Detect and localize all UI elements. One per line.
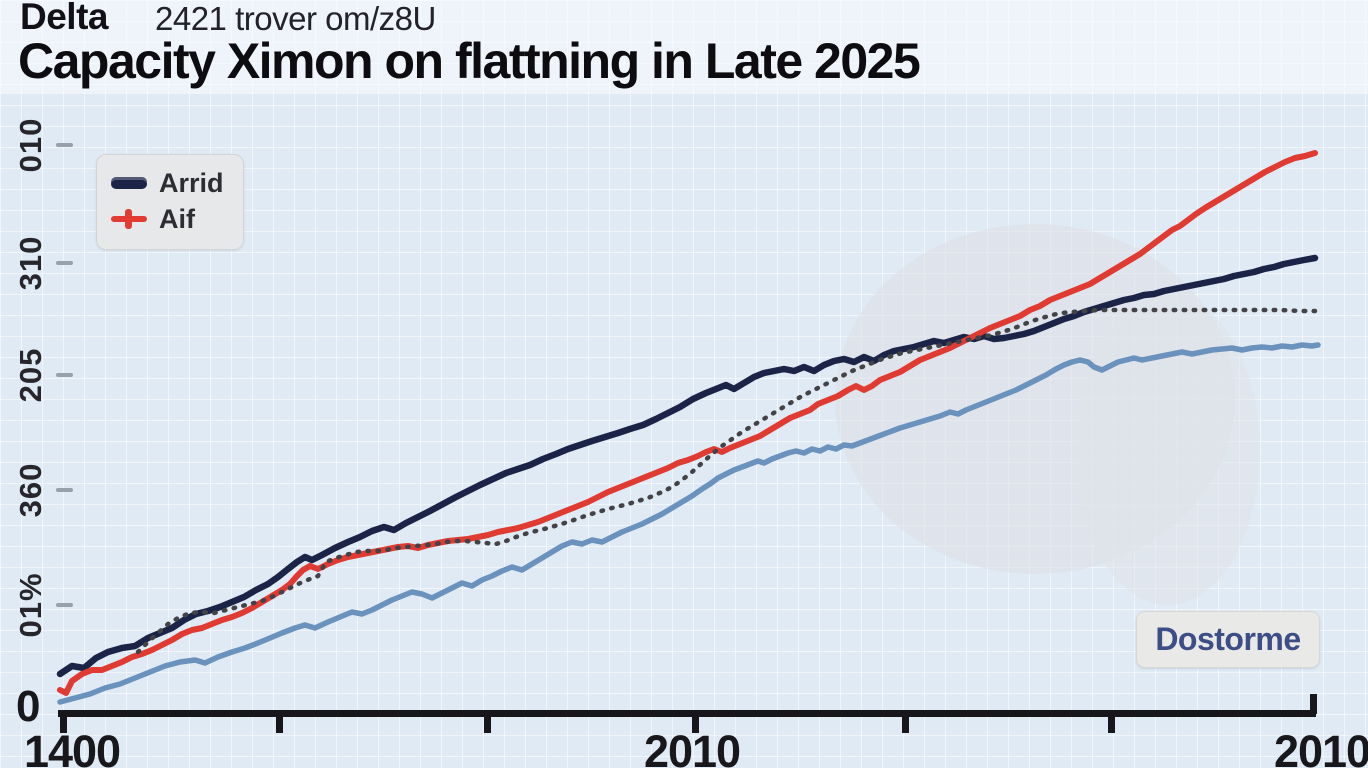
header-strip	[0, 0, 1368, 94]
legend-box: Arrid Aif	[96, 154, 244, 250]
y-axis-tick	[56, 488, 73, 492]
brand-label: Delta	[20, 0, 108, 37]
y-axis-label: 310	[13, 235, 48, 291]
dostorme-badge[interactable]: Dostorme	[1136, 611, 1320, 668]
y-axis-tick	[56, 143, 73, 147]
x-axis-tick	[60, 712, 67, 733]
y-axis-zero-label: 0	[16, 682, 41, 731]
series-Arrid	[56, 254, 1319, 678]
y-axis-tick	[56, 603, 73, 607]
y-axis-label: 360	[13, 462, 48, 518]
legend-label-arrid: Arrid	[159, 167, 224, 198]
series-unlabeled-blue	[57, 342, 1321, 705]
y-axis-tick	[56, 261, 73, 265]
x-axis-tick	[902, 712, 909, 733]
x-axis-tick	[484, 712, 491, 733]
x-axis-label: 1400	[23, 726, 121, 768]
y-axis-label: 01%	[13, 572, 48, 638]
y-axis-tick	[56, 373, 73, 377]
series-Aif	[57, 150, 1318, 696]
red-plus-marker-icon	[111, 209, 147, 229]
legend-item-arrid: Arrid	[111, 165, 243, 201]
x-axis-label: 2010	[1273, 726, 1368, 768]
chart-title: Capacity Ximon on flattning in Late 2025	[18, 33, 921, 89]
x-axis-label: 2010	[643, 726, 741, 768]
x-axis-tick	[1108, 712, 1115, 733]
chart-subtitle: 2421 trover om/z8U	[155, 0, 436, 37]
navy-line-swatch-icon	[111, 177, 147, 189]
x-axis-end-cap	[1310, 694, 1317, 714]
x-axis-line	[58, 710, 1316, 717]
legend-item-aif: Aif	[111, 201, 243, 237]
y-axis-label: 205	[13, 347, 48, 403]
legend-label-aif: Aif	[159, 203, 195, 234]
y-axis-label: 010	[13, 117, 48, 173]
x-axis-tick	[692, 712, 699, 733]
x-axis-tick	[276, 712, 283, 733]
